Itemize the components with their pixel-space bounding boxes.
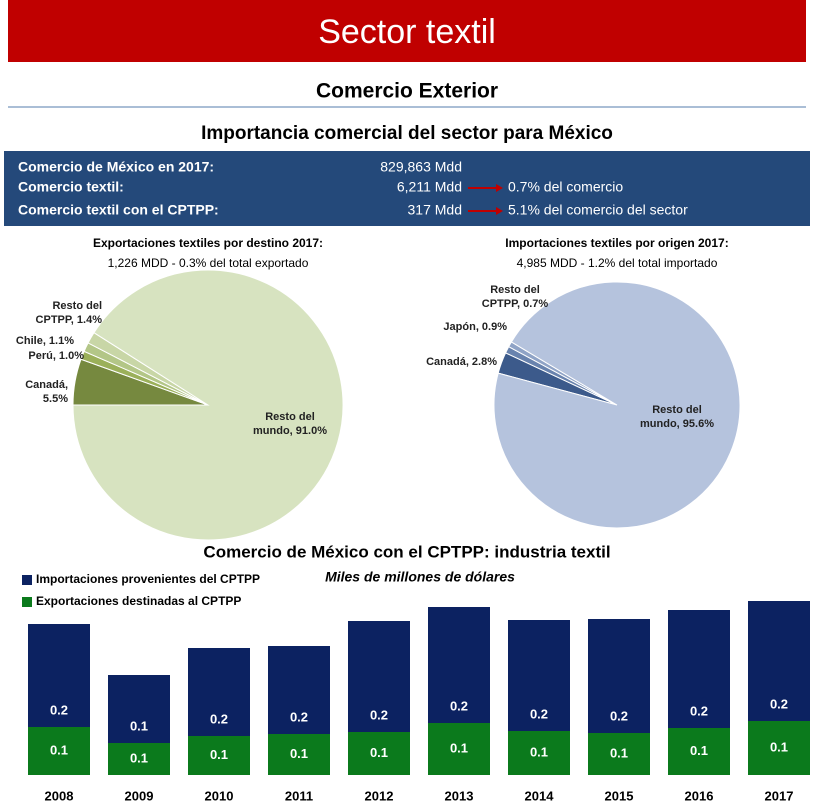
bar-value-label: 0.2 [770,696,788,711]
pie-label: Resto del CPTPP, 1.4% [35,300,102,326]
bar-value-label: 0.1 [690,743,708,758]
pie-label: Canadá, 5.5% [25,379,68,405]
pie-title: Importaciones textiles por origen 2017: [505,236,728,250]
bar-segment [588,733,650,775]
pie-slice [72,269,344,541]
bar-segment [508,731,570,775]
x-tick-label: 2009 [125,788,154,803]
bar-value-label: 0.1 [130,750,148,765]
bar-value-label: 0.2 [50,702,68,717]
bar-segment [748,721,810,775]
bar-segment [108,675,170,743]
info-value: 317 Mdd [408,202,462,218]
pie-label: Chile, 1.1% [15,335,74,347]
bar-value-label: 0.2 [290,709,308,724]
x-tick-label: 2015 [605,788,634,803]
bar-value-label: 0.2 [610,708,628,723]
x-tick-label: 2008 [45,788,74,803]
bar-segment [508,620,570,731]
bar-segment [748,601,810,721]
bar-value-label: 0.1 [130,718,148,733]
bar-value-label: 0.1 [370,745,388,760]
section-title: Importancia comercial del sector para Mé… [201,123,613,144]
subtitle: Comercio Exterior [316,80,498,103]
info-value: 829,863 Mdd [380,159,462,175]
x-tick-label: 2012 [365,788,394,803]
bar-segment [348,621,410,732]
pie-label: Resto del CPTPP, 0.7% [481,284,549,310]
info-value: 6,211 Mdd [397,179,462,195]
bar-segment [668,610,730,728]
bar-segment [188,736,250,775]
pie-slice [493,281,741,529]
info-box [4,151,810,226]
x-tick-label: 2017 [765,788,794,803]
pie-label: Resto del mundo, 95.6% [640,404,714,430]
bar-segment [108,743,170,775]
legend-label: Importaciones provenientes del CPTPP [36,572,260,586]
legend-swatch [22,597,32,607]
arrow-head [496,207,503,215]
info-label: Comercio de México en 2017: [18,159,214,175]
bar-value-label: 0.1 [530,744,548,759]
bar-value-label: 0.1 [210,747,228,762]
bar-segment [268,646,330,734]
pie-label: Resto del mundo, 91.0% [253,411,327,437]
x-tick-label: 2014 [525,788,555,803]
legend-label: Exportaciones destinadas al CPTPP [36,594,241,608]
pie-subtitle: 4,985 MDD - 1.2% del total importado [517,256,718,270]
pie-subtitle: 1,226 MDD - 0.3% del total exportado [108,256,309,270]
bar-title: Comercio de México con el CPTPP: industr… [203,542,610,561]
bar-value-label: 0.1 [770,739,788,754]
bar-subtitle: Miles de millones de dólares [325,569,515,585]
pie-label: Perú, 1.0% [28,350,84,362]
title: Sector textil [318,13,496,51]
bar-segment [588,619,650,733]
x-tick-label: 2010 [205,788,234,803]
bar-value-label: 0.2 [690,703,708,718]
info-label: Comercio textil con el CPTPP: [18,202,219,218]
info-label: Comercio textil: [18,179,124,195]
bar-value-label: 0.2 [370,707,388,722]
header-banner [8,0,806,62]
x-tick-label: 2013 [445,788,474,803]
bar-value-label: 0.2 [210,711,228,726]
bar-segment [428,723,490,775]
info-note: 5.1% del comercio del sector [508,202,688,218]
bar-segment [28,624,90,727]
bar-value-label: 0.1 [610,745,628,760]
bar-segment [668,728,730,775]
bar-value-label: 0.2 [530,706,548,721]
bar-segment [348,732,410,775]
x-tick-label: 2011 [285,788,313,803]
bar-value-label: 0.1 [290,746,308,761]
bar-segment [188,648,250,736]
pie-label: Canadá, 2.8% [426,356,497,368]
bar-segment [428,607,490,723]
arrow-head [496,184,503,192]
pie-title: Exportaciones textiles por destino 2017: [93,236,323,250]
bar-value-label: 0.1 [50,742,68,757]
info-note: 0.7% del comercio [508,179,623,195]
x-tick-label: 2016 [685,788,714,803]
legend-swatch [22,575,32,585]
pie-label: Japón, 0.9% [443,321,507,333]
bar-segment [28,727,90,775]
bar-value-label: 0.2 [450,698,468,713]
bar-value-label: 0.1 [450,740,468,755]
bar-segment [268,734,330,775]
